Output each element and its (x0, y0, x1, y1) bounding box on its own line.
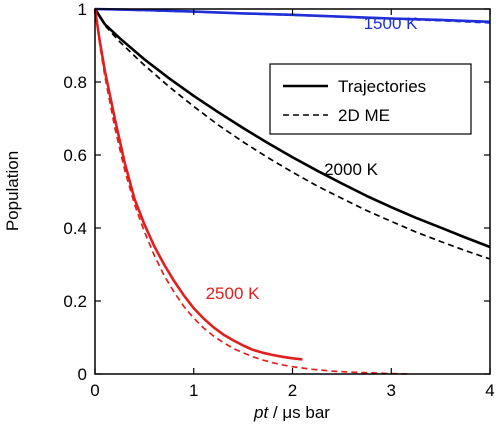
curve-annotations: 1500 K 2000 K 2500 K (206, 14, 419, 303)
legend: Trajectories 2D ME (269, 63, 472, 135)
annotation-1500k: 1500 K (364, 14, 419, 33)
x-axis-label-italic: pt (253, 403, 269, 422)
x-tick-label: 4 (485, 381, 494, 400)
series-line-2500k-dashed (94, 8, 412, 375)
annotation-2000k: 2000 K (324, 160, 379, 179)
x-axis-label-units: / μs bar (268, 403, 330, 422)
legend-label-trajectories: Trajectories (338, 77, 426, 96)
y-tick-label: 0 (78, 365, 87, 384)
legend-label-2d-me: 2D ME (338, 106, 390, 125)
axis-ticks: 0 1 2 3 4 0 0.2 0.4 0.6 0.8 1 (63, 0, 494, 400)
series-line-2500k-solid (93, 8, 303, 361)
series-line-2000k-solid (93, 8, 491, 249)
y-tick-label: 1 (78, 0, 87, 19)
series-line-1500k-dashed (94, 8, 491, 24)
plot-area (93, 7, 491, 375)
y-tick-label: 0.4 (63, 219, 87, 238)
y-tick-label: 0.8 (63, 73, 87, 92)
x-tick-label: 2 (288, 381, 297, 400)
y-tick-label: 0.2 (63, 292, 87, 311)
x-tick-label: 0 (90, 381, 99, 400)
y-axis-label: Population (3, 151, 22, 231)
y-tick-label: 0.6 (63, 146, 87, 165)
series-line-2000k-dashed (94, 8, 491, 260)
legend-box (269, 63, 472, 135)
annotation-2500k: 2500 K (206, 284, 261, 303)
x-tick-label: 3 (387, 381, 396, 400)
x-axis-label: pt / μs bar (253, 403, 330, 422)
x-tick-label: 1 (189, 381, 198, 400)
